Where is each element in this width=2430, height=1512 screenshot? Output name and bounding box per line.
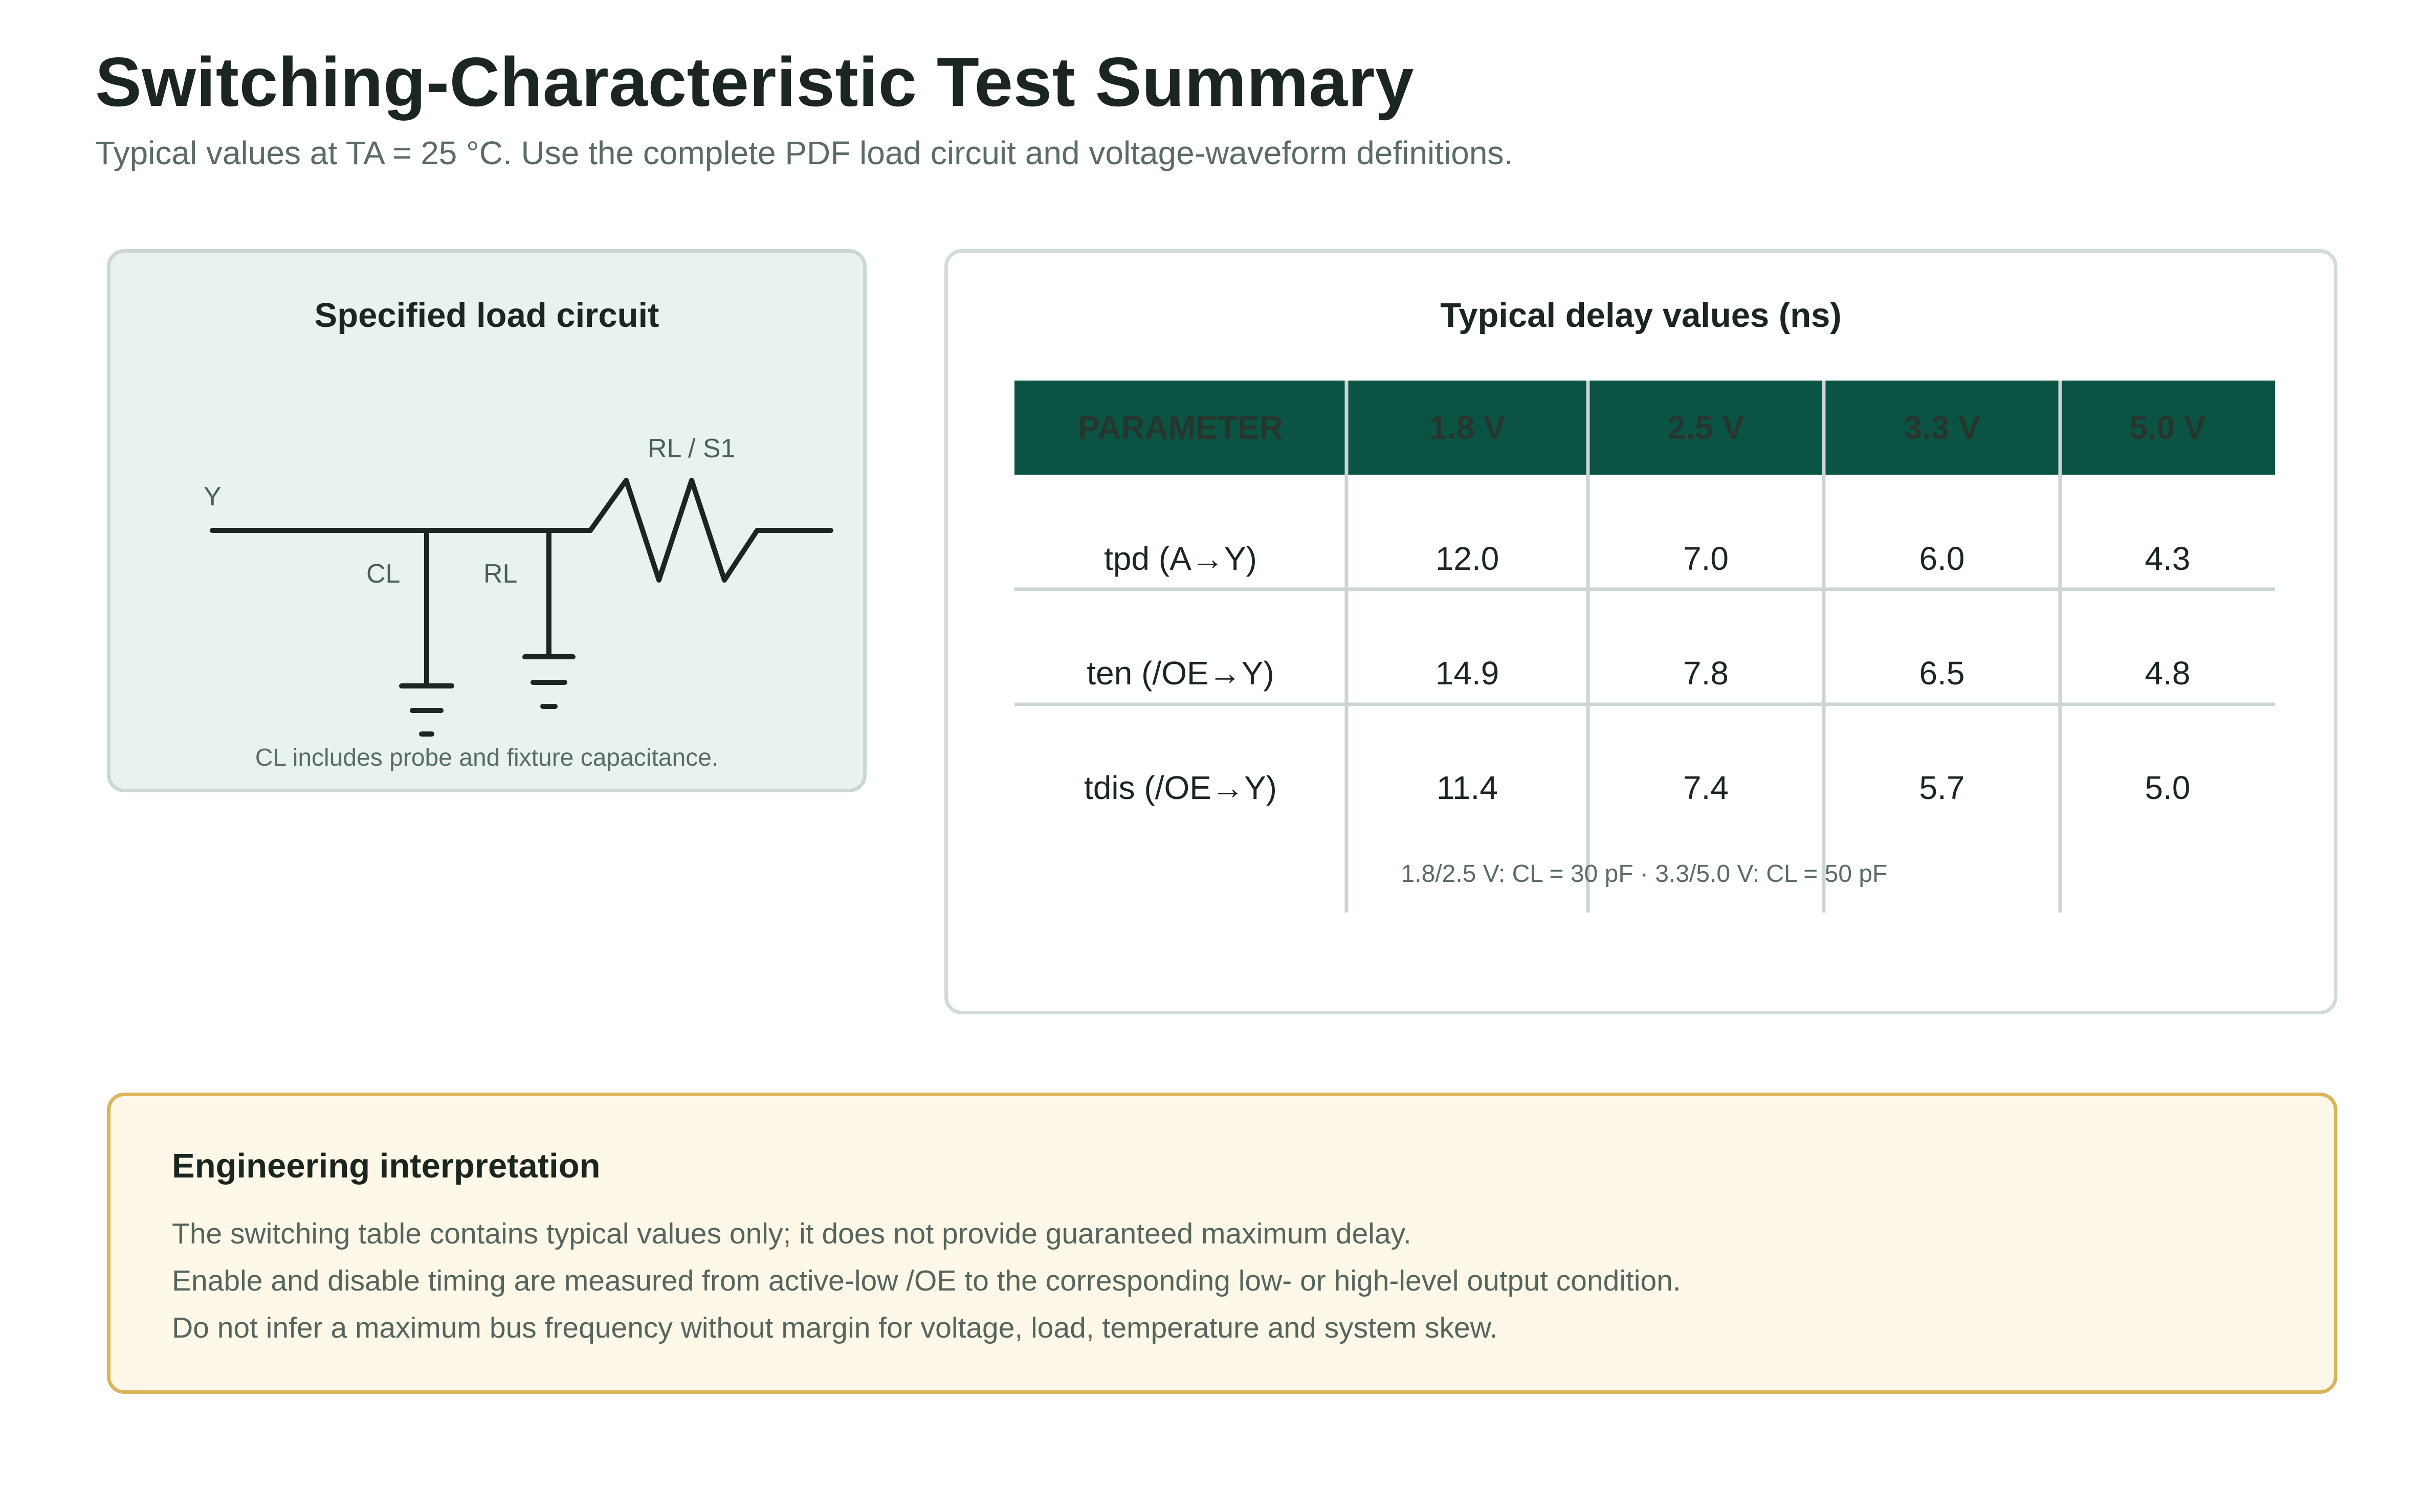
delay-table-card: Typical delay values (ns) PARAMETER 1.8 V…	[944, 249, 2337, 1014]
resistor-label-rl: RL	[483, 559, 517, 589]
switch-resistor-label: RL / S1	[648, 434, 736, 463]
interpretation-title: Engineering interpretation	[172, 1147, 601, 1185]
page-subtitle: Typical values at TA = 25 °C. Use the co…	[95, 135, 1513, 171]
table-header-cell: 1.8 V	[1429, 409, 1506, 446]
capacitor-label-cl: CL	[366, 559, 400, 589]
table-cell: 4.3	[2145, 540, 2191, 577]
table-cell: 7.4	[1683, 769, 1729, 806]
table-header-cell: PARAMETER	[1078, 409, 1283, 446]
table-cell: 5.7	[1919, 769, 1965, 806]
interpretation-line: Enable and disable timing are measured f…	[172, 1264, 1681, 1297]
table-cell: 6.0	[1919, 540, 1965, 577]
table-row-parameter: tdis (/OE→Y)	[1084, 769, 1277, 806]
table-cell: 14.9	[1435, 655, 1499, 692]
table-cell: 11.4	[1437, 769, 1498, 806]
table-row-parameter: ten (/OE→Y)	[1087, 655, 1274, 692]
interpretation-line: Do not infer a maximum bus frequency wit…	[172, 1311, 1498, 1344]
table-header-cell: 5.0 V	[2129, 409, 2206, 446]
load-circuit-card: Specified load circuit Y CL RL RL / S1 C…	[107, 249, 867, 792]
table-cell: 5.0	[2145, 769, 2191, 806]
interpretation-line: The switching table contains typical val…	[172, 1217, 1411, 1250]
table-cell: 7.0	[1683, 540, 1729, 577]
load-circuit-title: Specified load circuit	[314, 296, 659, 335]
table-cell: 6.5	[1919, 655, 1965, 692]
delay-table-note: 1.8/2.5 V: CL = 30 pF · 3.3/5.0 V: CL = …	[1401, 860, 1888, 887]
page-title: Switching-Characteristic Test Summary	[95, 43, 1415, 121]
table-header-cell: 3.3 V	[1904, 409, 1980, 446]
table-cell: 7.8	[1683, 655, 1729, 692]
interpretation-card: Engineering interpretation The switching…	[107, 1093, 2337, 1394]
load-circuit-note: CL includes probe and fixture capacitanc…	[255, 744, 719, 771]
node-label-y: Y	[204, 482, 222, 512]
load-circuit-diagram: Y CL RL RL / S1	[204, 434, 833, 737]
delay-table: PARAMETER 1.8 V 2.5 V 3.3 V 5.0 V tpd (A→Y) 12…	[1014, 381, 2275, 913]
table-cell: 12.0	[1435, 540, 1499, 577]
table-header-cell: 2.5 V	[1668, 409, 1744, 446]
delay-table-title: Typical delay values (ns)	[1440, 296, 1842, 335]
table-row-parameter: tpd (A→Y)	[1104, 540, 1257, 577]
series-resistor-symbol	[588, 478, 833, 583]
table-header-background	[1014, 381, 2275, 475]
table-cell: 4.8	[2145, 655, 2191, 692]
